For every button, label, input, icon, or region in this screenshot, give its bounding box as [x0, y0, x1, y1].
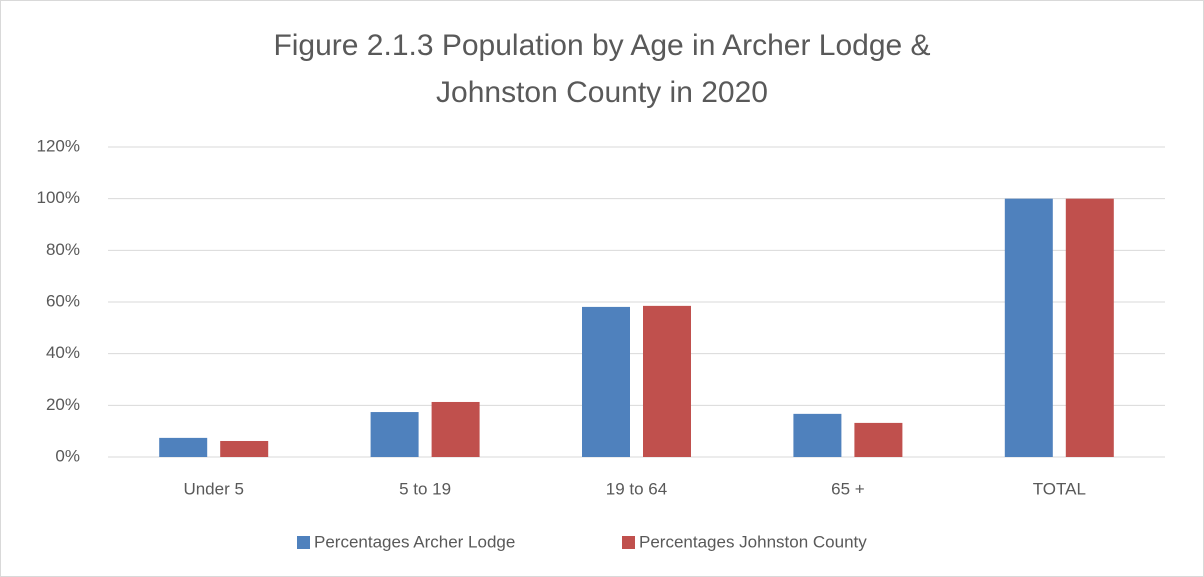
y-tick-label: 0%: [55, 446, 80, 465]
bar: [793, 413, 842, 457]
bar: [1004, 198, 1053, 457]
y-tick-label: 40%: [46, 343, 80, 362]
x-tick-label: 65 +: [831, 479, 865, 498]
y-tick-label: 60%: [46, 291, 80, 310]
x-tick-label: 5 to 19: [399, 479, 451, 498]
bar: [220, 440, 269, 457]
legend-label: Percentages Archer Lodge: [314, 532, 515, 551]
bar: [431, 401, 480, 457]
y-tick-label: 20%: [46, 395, 80, 414]
bar: [159, 437, 208, 457]
bar: [582, 306, 630, 457]
x-tick-label: 19 to 64: [606, 479, 667, 498]
legend-swatch: [297, 536, 310, 549]
x-tick-label: Under 5: [183, 479, 243, 498]
bar: [854, 422, 903, 457]
bar: [370, 412, 419, 457]
legend-swatch: [622, 536, 635, 549]
bar: [643, 305, 691, 457]
bar: [1065, 198, 1114, 457]
legend-label: Percentages Johnston County: [639, 532, 867, 551]
x-tick-label: TOTAL: [1033, 479, 1086, 498]
y-tick-label: 80%: [46, 240, 80, 259]
chart-title: Figure 2.1.3 Population by Age in Archer…: [273, 29, 931, 109]
y-tick-label: 120%: [37, 136, 80, 155]
y-tick-label: 100%: [37, 188, 80, 207]
